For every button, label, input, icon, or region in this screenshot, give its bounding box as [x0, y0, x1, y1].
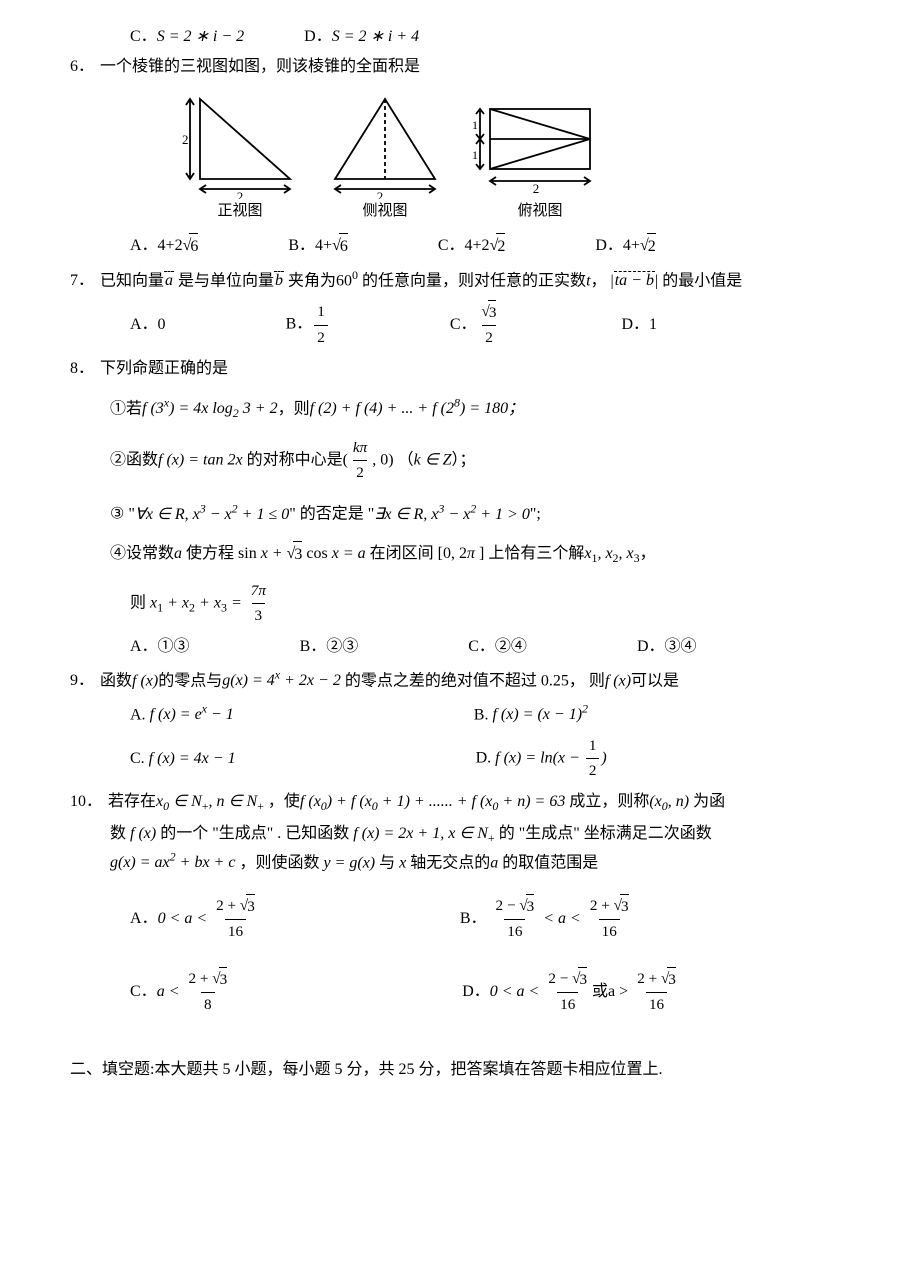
q5-options-partial: C． S = 2 ∗ i − 2 D． S = 2 ∗ i + 4 [130, 24, 850, 50]
opt-c: C．a < 2 + √38 [130, 967, 232, 1018]
opt-d: D．4+√2 [595, 233, 655, 260]
q9-stem: 9． 函数f (x)的零点与g(x) = 4x + 2x − 2 的零点之差的绝… [70, 666, 850, 694]
side-view-label: 侧视图 [362, 199, 407, 223]
section-2-heading: 二、填空题:本大题共 5 小题，每小题 5 分，共 25 分，把答案填在答题卡相… [70, 1057, 850, 1083]
dim-half: 1 [472, 118, 478, 132]
opt-d: D. f (x) = ln(x − 12) [476, 734, 607, 784]
opt-a: A．①③ [130, 634, 190, 660]
q7-stem: 7． 已知向量a 是与单位向量b 夹角为600 的任意向量，则对任意的正实数t，… [70, 266, 850, 294]
opt-c: C．4+2√2 [438, 233, 505, 260]
q10-stem: 10． 若存在x0 ∈ N+, n ∈ N+ ，使f (x0) + f (x0 … [70, 789, 850, 816]
dim-h: 2 [182, 132, 189, 147]
q6-diagrams: 2 2 正视图 2 侧视图 [180, 89, 850, 223]
opt-b: B. f (x) = (x − 1)2 [474, 700, 588, 728]
q7-text: 已知向量a 是与单位向量b 夹角为600 的任意向量，则对任意的正实数t， |t… [100, 266, 742, 294]
dim-half: 1 [472, 148, 478, 162]
dim-w: 2 [237, 189, 244, 199]
q8-prop2: ②函数f (x) = tan 2x 的对称中心是(kπ2, 0) （k ∈ Z）… [110, 436, 850, 486]
q6-stem: 6． 一个棱锥的三视图如图，则该棱锥的全面积是 [70, 54, 850, 80]
opt-b: B． 2 − √316 < a < 2 + √316 [460, 894, 634, 945]
question-number: 9． [70, 668, 100, 694]
opt-b: B．4+√6 [288, 233, 347, 260]
opt-c-expr: S = 2 ∗ i − 2 [157, 24, 244, 50]
question-number: 8． [70, 356, 100, 382]
top-view-label: 俯视图 [517, 199, 562, 223]
opt-d: D．③④ [637, 634, 697, 660]
front-view: 2 2 正视图 [180, 89, 300, 223]
q6-options: A．4+2√6 B．4+√6 C．4+2√2 D．4+√2 [130, 233, 850, 260]
top-view: 1 1 2 俯视图 [470, 89, 610, 223]
opt-d: D．0 < a < 2 − √316或a > 2 + √316 [462, 967, 681, 1018]
q9-options-row2: C. f (x) = 4x − 1 D. f (x) = ln(x − 12) [130, 734, 850, 784]
q8-prop4: ④设常数a 使方程 sin x + √3 cos x = a 在闭区间 [0, … [110, 541, 850, 568]
question-text: 若存在x0 ∈ N+, n ∈ N+ ，使f (x0) + f (x0 + 1)… [108, 789, 725, 816]
q8-prop3: ③ "∀x ∈ R, x3 − x2 + 1 ≤ 0" 的否定是 "∃x ∈ R… [110, 499, 850, 527]
side-view: 2 侧视图 [320, 89, 450, 223]
opt-b: B．12 [286, 300, 330, 350]
q10-line2: 数 f (x) 的一个 "生成点" . 已知函数 f (x) = 2x + 1,… [110, 821, 850, 848]
opt-a: A．0 < a < 2 + √316 [130, 894, 260, 945]
opt-c: C．②④ [468, 634, 527, 660]
opt-d-label: D． [304, 24, 332, 50]
question-text: 下列命题正确的是 [100, 356, 228, 382]
q8-options: A．①③ B．②③ C．②④ D．③④ [130, 634, 850, 660]
front-view-label: 正视图 [217, 199, 262, 223]
opt-a: A. f (x) = ex − 1 [130, 700, 234, 728]
q10-line3: g(x) = ax2 + bx + c ，则使函数 y = g(x) 与 x 轴… [110, 848, 850, 876]
question-number: 7． [70, 268, 100, 294]
q9-options-row1: A. f (x) = ex − 1 B. f (x) = (x − 1)2 [130, 700, 850, 728]
q10-options-row1: A．0 < a < 2 + √316 B． 2 − √316 < a < 2 +… [130, 894, 850, 945]
opt-b: B．②③ [300, 634, 359, 660]
q10-options-row2: C．a < 2 + √38 D．0 < a < 2 − √316或a > 2 +… [130, 967, 850, 1018]
opt-c: C. f (x) = 4x − 1 [130, 746, 236, 772]
opt-c-label: C． [130, 24, 157, 50]
question-text: 函数f (x)的零点与g(x) = 4x + 2x − 2 的零点之差的绝对值不… [100, 666, 679, 694]
opt-a: A．4+2√6 [130, 233, 198, 260]
opt-d-expr: S = 2 ∗ i + 4 [332, 24, 419, 50]
q8-prop4b: 则 x1 + x2 + x3 = 7π3 [130, 579, 850, 629]
question-number: 10． [70, 789, 108, 815]
question-text: 一个棱锥的三视图如图，则该棱锥的全面积是 [100, 54, 420, 80]
q7-options: A．0 B．12 C．√32 D．1 [130, 300, 850, 351]
dim-w: 2 [533, 181, 540, 196]
opt-d: D．1 [621, 312, 657, 338]
dim-w: 2 [377, 189, 384, 199]
question-number: 6． [70, 54, 100, 80]
opt-c: C．√32 [450, 300, 502, 351]
opt-a: A．0 [130, 312, 166, 338]
q8-stem: 8． 下列命题正确的是 [70, 356, 850, 382]
q8-prop1: ①若f (3x) = 4x log2 3 + 2，则f (2) + f (4) … [110, 394, 850, 424]
